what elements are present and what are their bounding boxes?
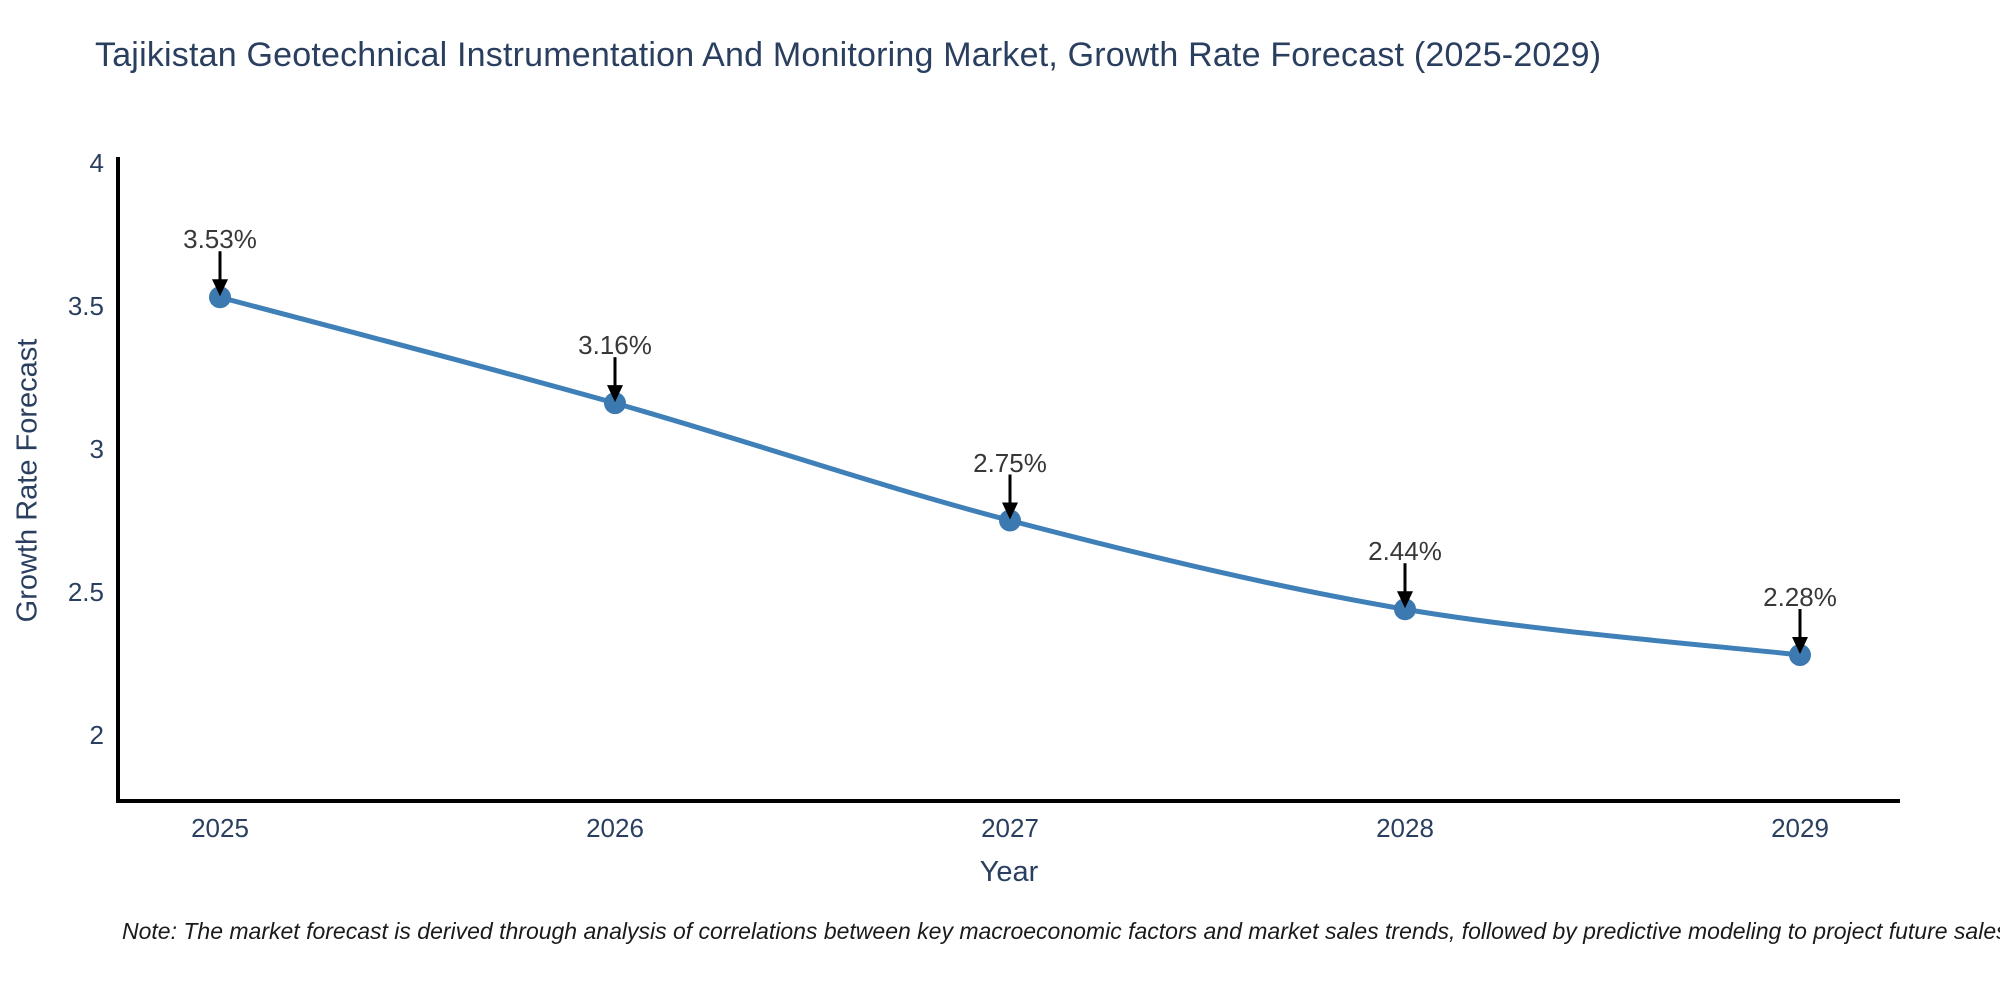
annotation-arrow-head — [607, 385, 623, 403]
y-axis-title: Growth Rate Forecast — [11, 338, 44, 623]
y-tick-label: 2.5 — [67, 577, 104, 608]
y-tick-label: 4 — [89, 147, 104, 178]
data-point-marker — [999, 509, 1021, 532]
annotation-arrow-head — [1792, 637, 1808, 655]
x-tick-label: 2027 — [981, 813, 1039, 843]
annotation-arrow-head — [1002, 502, 1018, 520]
footnote: Note: The market forecast is derived thr… — [122, 918, 2000, 944]
y-tick-label: 3 — [89, 433, 104, 464]
point-value-label: 3.53% — [183, 224, 257, 255]
annotation-arrow-head — [1397, 591, 1413, 609]
annotation-arrow-head — [212, 279, 228, 297]
point-value-label: 2.28% — [1763, 582, 1837, 613]
y-tick-label: 3.5 — [67, 290, 104, 321]
data-point-marker — [209, 286, 231, 309]
x-tick-label: 2029 — [1771, 813, 1829, 843]
x-tick-label: 2026 — [586, 813, 644, 843]
point-value-label: 3.16% — [578, 330, 652, 361]
data-point-marker — [1789, 644, 1811, 667]
data-point-marker — [604, 392, 626, 415]
x-axis-title: Year — [979, 856, 1039, 888]
chart-title: Tajikistan Geotechnical Instrumentation … — [95, 36, 1602, 74]
point-value-label: 2.75% — [973, 447, 1047, 478]
x-tick-label: 2028 — [1376, 813, 1434, 843]
data-point-marker — [1394, 598, 1416, 621]
point-value-label: 2.44% — [1368, 536, 1442, 567]
y-tick-label: 2 — [89, 720, 104, 751]
x-tick-label: 2025 — [191, 813, 249, 843]
